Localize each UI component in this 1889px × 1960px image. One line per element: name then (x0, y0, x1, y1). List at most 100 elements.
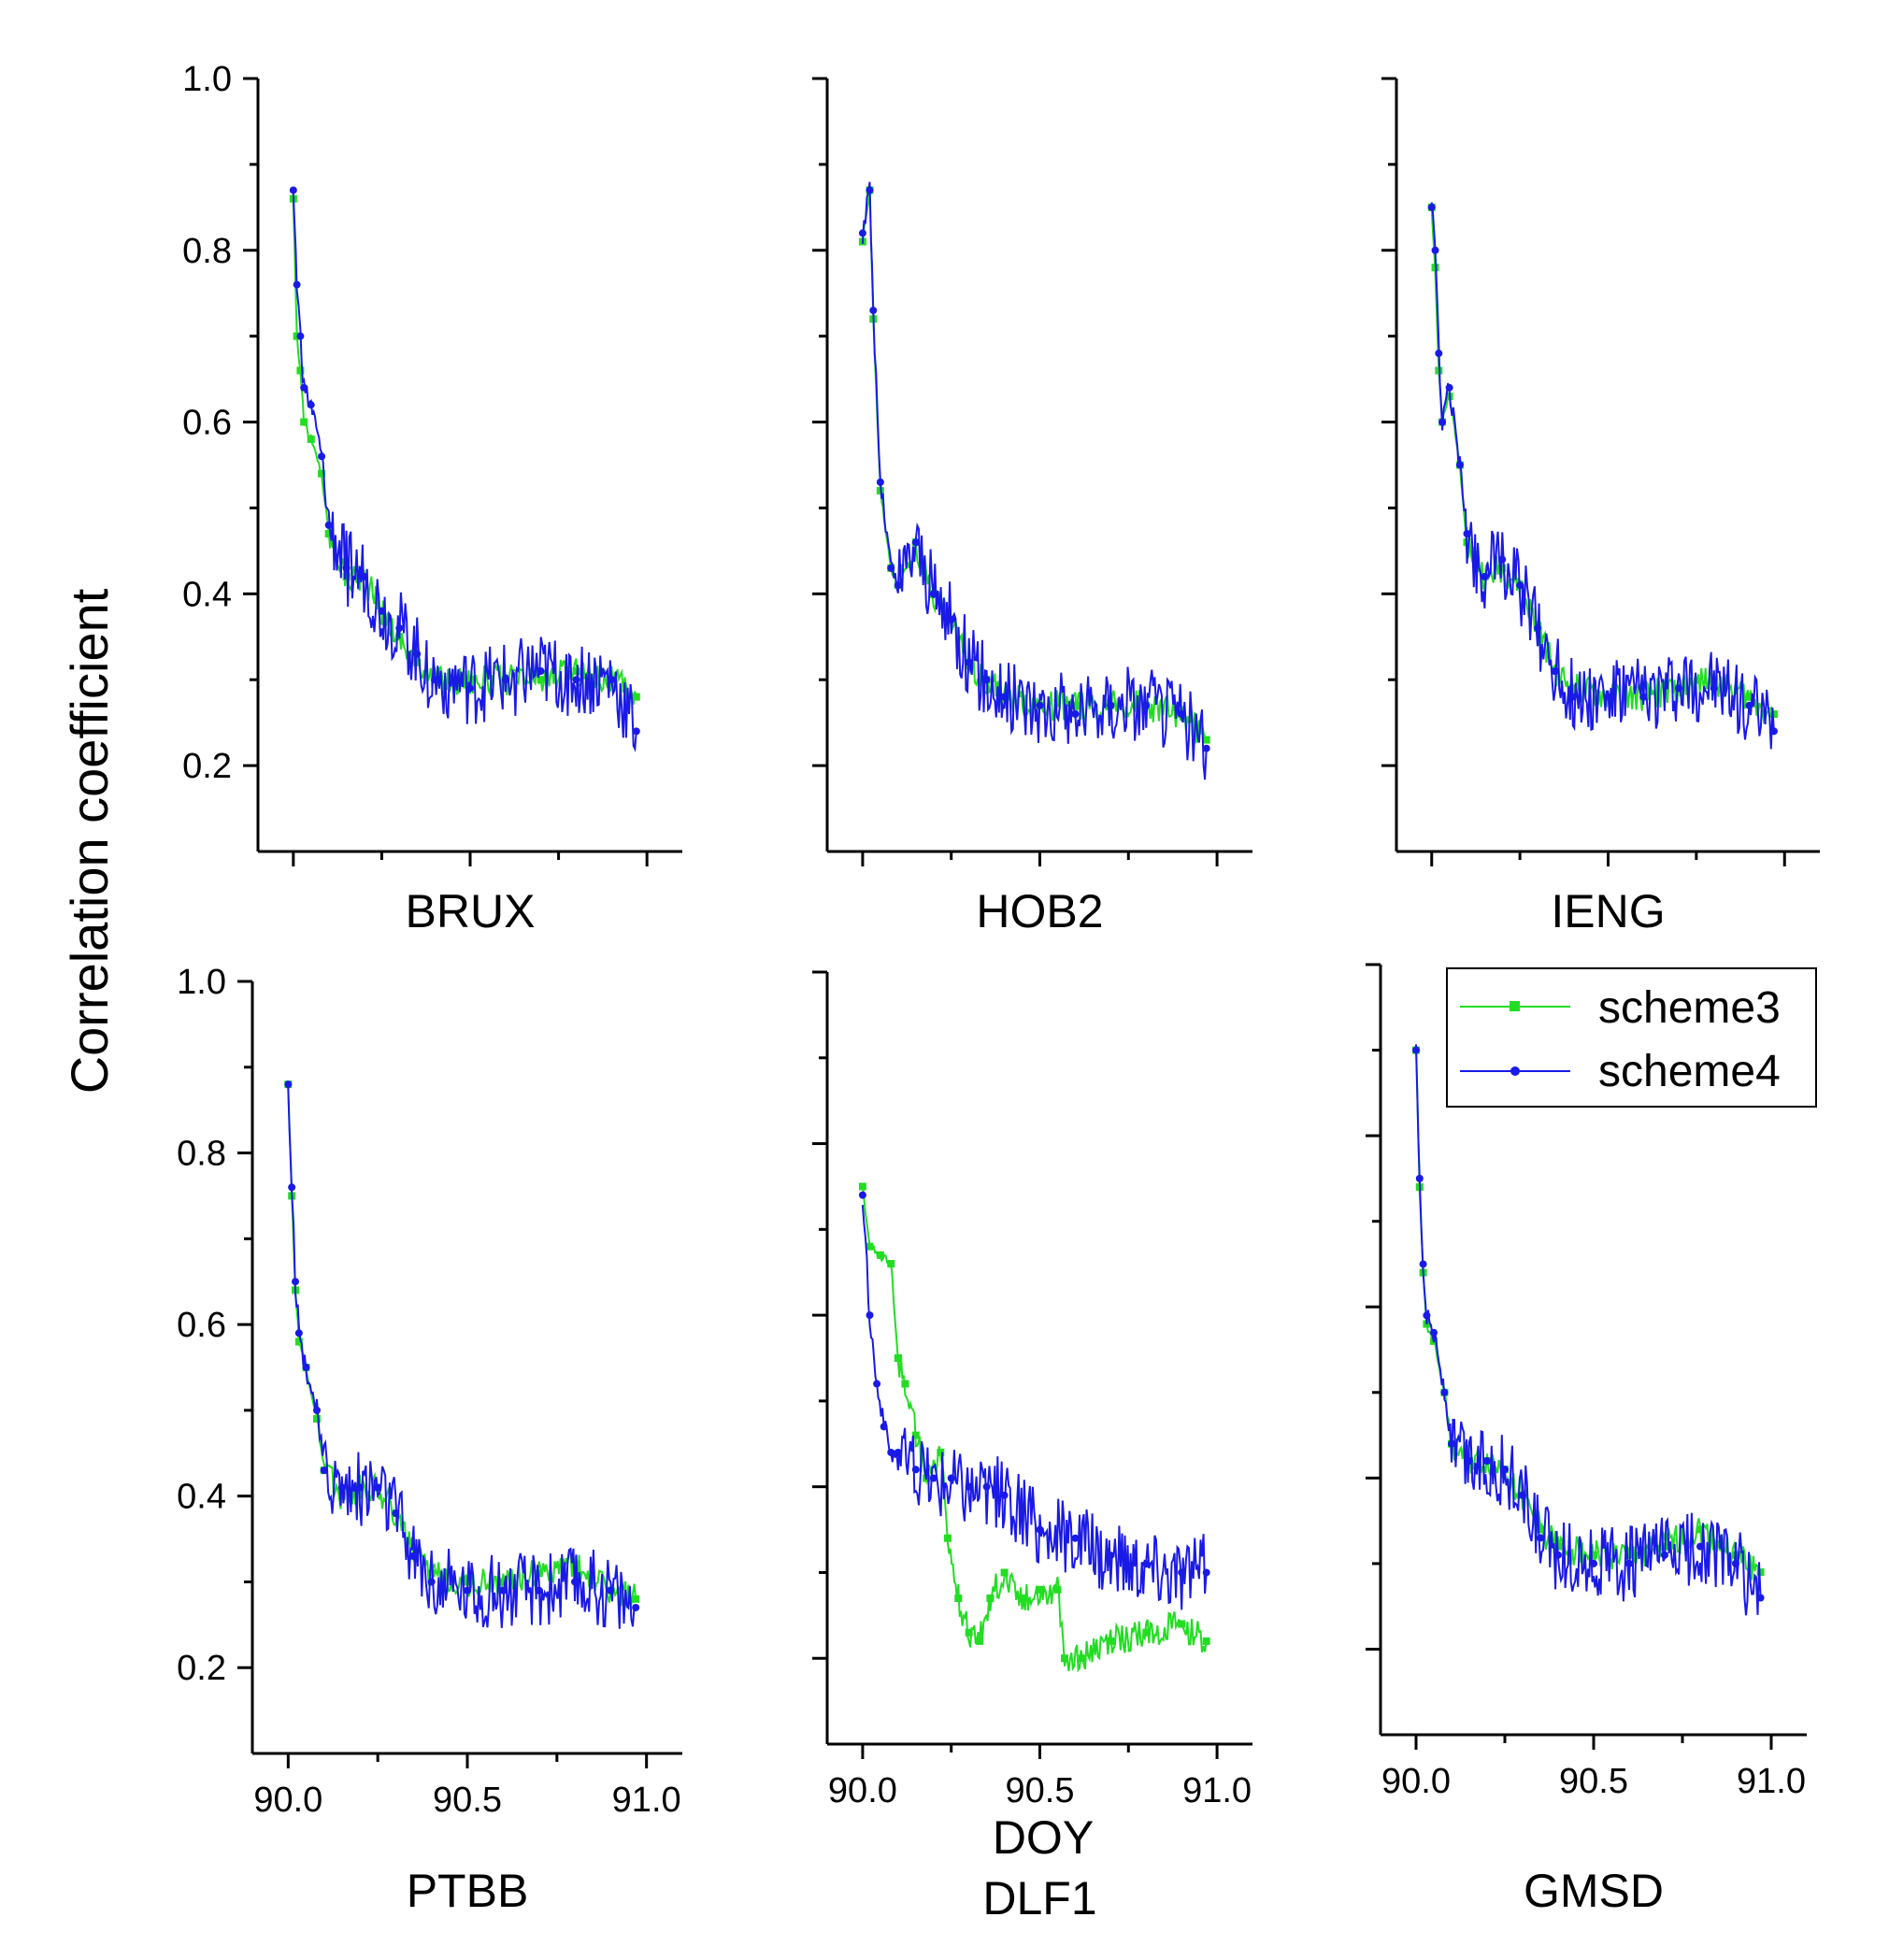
data-point-scheme4 (307, 401, 315, 409)
data-point-scheme4 (858, 229, 866, 237)
series-scheme4 (858, 1191, 1210, 1610)
data-point-scheme3 (413, 658, 422, 666)
y-tick-label: 0.4 (177, 1478, 226, 1517)
data-point-scheme4 (929, 590, 937, 598)
data-point-scheme4 (292, 1278, 299, 1286)
data-point-scheme4 (887, 1448, 895, 1456)
x-tick-label: 90.5 (433, 1781, 502, 1820)
data-point-scheme3 (296, 366, 305, 375)
x-tick-label: 90.5 (1006, 1771, 1075, 1810)
data-point-scheme4 (1516, 581, 1524, 590)
data-point-scheme4 (572, 676, 580, 684)
data-point-scheme4 (1537, 1534, 1544, 1542)
data-point-scheme4 (1501, 1466, 1509, 1474)
data-point-scheme3 (499, 1578, 508, 1586)
series-scheme3 (858, 186, 1210, 744)
panel-brux: 0.2 0.4 0.6 0.8 1.0 BRUX (182, 60, 682, 937)
data-point-scheme4 (1107, 1552, 1115, 1560)
station-label-gmsd: GMSD (1524, 1865, 1664, 1917)
data-point-scheme4 (1419, 1260, 1427, 1268)
data-point-scheme4 (288, 1183, 296, 1192)
data-point-scheme4 (466, 684, 474, 693)
data-point-scheme4 (894, 1448, 902, 1456)
data-point-scheme4 (431, 676, 439, 684)
data-point-scheme4 (289, 186, 297, 194)
data-point-scheme4 (608, 676, 616, 684)
data-point-scheme4 (911, 538, 920, 547)
data-point-scheme3 (1071, 701, 1080, 709)
panel-dlf1: 90.0 90.5 91.0 DLF1 (812, 970, 1252, 1924)
y-tick-label: 0.8 (182, 232, 232, 271)
data-point-scheme3 (1053, 1585, 1062, 1594)
station-label-dlf1: DLF1 (982, 1872, 1096, 1924)
data-point-scheme3 (1537, 1525, 1544, 1534)
series-line-scheme4 (287, 1086, 637, 1629)
data-point-scheme3 (294, 1338, 303, 1346)
series-scheme3 (284, 1080, 640, 1609)
data-point-scheme4 (887, 564, 895, 572)
data-point-scheme3 (1107, 1637, 1115, 1645)
data-point-scheme4 (1639, 693, 1648, 701)
data-point-scheme4 (449, 676, 457, 684)
series-scheme4 (284, 1080, 640, 1629)
x-tick-label: 90.0 (253, 1781, 322, 1820)
data-point-scheme4 (356, 1483, 364, 1492)
data-point-scheme4 (374, 1483, 382, 1492)
x-tick-label: 90.0 (1381, 1762, 1451, 1801)
data-point-scheme3 (976, 1637, 984, 1645)
data-point-scheme4 (320, 1466, 328, 1475)
data-point-scheme4 (1483, 1457, 1491, 1466)
data-point-scheme4 (571, 1578, 579, 1586)
data-point-scheme4 (296, 332, 305, 340)
data-point-scheme4 (1732, 1559, 1739, 1567)
data-point-scheme4 (869, 307, 878, 315)
series-line-scheme3 (1415, 1050, 1762, 1581)
series-scheme3 (1412, 1046, 1765, 1581)
data-point-scheme3 (632, 1595, 640, 1603)
data-point-scheme4 (427, 1578, 436, 1586)
data-point-scheme3 (911, 1431, 920, 1439)
data-point-scheme4 (1435, 350, 1443, 358)
data-point-scheme4 (866, 186, 874, 194)
data-point-scheme3 (937, 1448, 945, 1456)
series-line-scheme4 (861, 1205, 1208, 1610)
data-point-scheme4 (300, 383, 308, 392)
data-point-scheme4 (324, 521, 333, 529)
legend-box (1446, 967, 1817, 1108)
series-line-scheme3 (861, 191, 1208, 744)
data-point-scheme4 (1448, 1439, 1455, 1448)
series-scheme4 (1427, 202, 1778, 750)
data-point-scheme3 (1142, 1628, 1151, 1637)
series-line-scheme3 (292, 202, 637, 706)
data-point-scheme4 (1696, 1542, 1704, 1551)
data-point-scheme3 (1178, 1620, 1186, 1628)
series-line-scheme4 (292, 193, 637, 752)
data-point-scheme4 (1431, 246, 1439, 254)
data-point-scheme4 (982, 1482, 991, 1491)
data-point-scheme4 (535, 1586, 543, 1595)
legend-label-scheme4: scheme4 (1598, 1047, 1781, 1096)
data-point-scheme4 (947, 615, 955, 623)
y-tick-label: 0.6 (177, 1306, 226, 1345)
data-point-scheme4 (1438, 418, 1447, 426)
data-point-scheme3 (427, 1569, 436, 1578)
data-point-scheme3 (1202, 1637, 1210, 1645)
data-point-scheme4 (1551, 667, 1559, 676)
data-point-scheme3 (318, 469, 326, 478)
data-point-scheme4 (1590, 1559, 1597, 1567)
data-point-scheme4 (1178, 1568, 1186, 1577)
data-point-scheme4 (866, 1311, 874, 1320)
data-point-scheme4 (1071, 1534, 1080, 1542)
data-point-scheme4 (1675, 684, 1682, 693)
x-tick-label: 90.0 (828, 1771, 897, 1810)
series-scheme4 (289, 186, 640, 752)
data-point-scheme4 (337, 1483, 346, 1492)
data-point-scheme3 (954, 1594, 963, 1602)
data-point-scheme3 (943, 1534, 952, 1542)
x-tick-label: 91.0 (1737, 1762, 1806, 1801)
data-point-scheme4 (929, 1474, 937, 1482)
data-point-scheme4 (880, 1423, 888, 1431)
legend-label-scheme3: scheme3 (1598, 983, 1781, 1033)
data-point-scheme4 (1430, 1328, 1438, 1337)
